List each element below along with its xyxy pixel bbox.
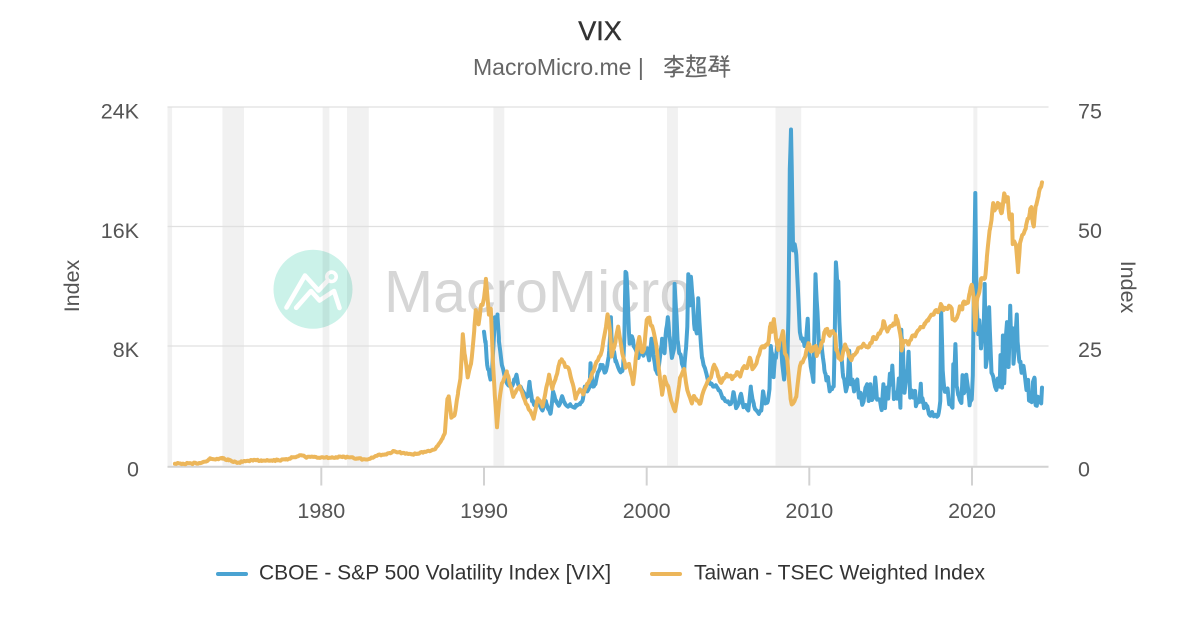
svg-text:MacroMicro.me |: MacroMicro.me | xyxy=(473,54,644,80)
svg-text:2010: 2010 xyxy=(785,499,833,523)
svg-text:8K: 8K xyxy=(113,338,140,362)
svg-text:0: 0 xyxy=(1078,458,1090,482)
svg-text:16K: 16K xyxy=(101,219,140,243)
svg-text:2020: 2020 xyxy=(948,499,996,523)
svg-text:24K: 24K xyxy=(101,100,140,124)
svg-text:75: 75 xyxy=(1078,100,1102,124)
svg-text:0: 0 xyxy=(127,458,139,482)
svg-text:VIX: VIX xyxy=(578,16,622,46)
svg-text:50: 50 xyxy=(1078,219,1102,243)
svg-text:Taiwan - TSEC Weighted Index: Taiwan - TSEC Weighted Index xyxy=(694,562,986,585)
svg-text:25: 25 xyxy=(1078,338,1102,362)
svg-text:2000: 2000 xyxy=(623,499,671,523)
svg-text:Index: Index xyxy=(1116,261,1140,314)
svg-text:MacroMicro: MacroMicro xyxy=(384,259,692,325)
svg-text:1980: 1980 xyxy=(297,499,345,523)
svg-text:Index: Index xyxy=(60,259,84,312)
svg-text:CBOE - S&P 500 Volatility Inde: CBOE - S&P 500 Volatility Index [VIX] xyxy=(259,562,611,585)
svg-text:1990: 1990 xyxy=(460,499,508,523)
